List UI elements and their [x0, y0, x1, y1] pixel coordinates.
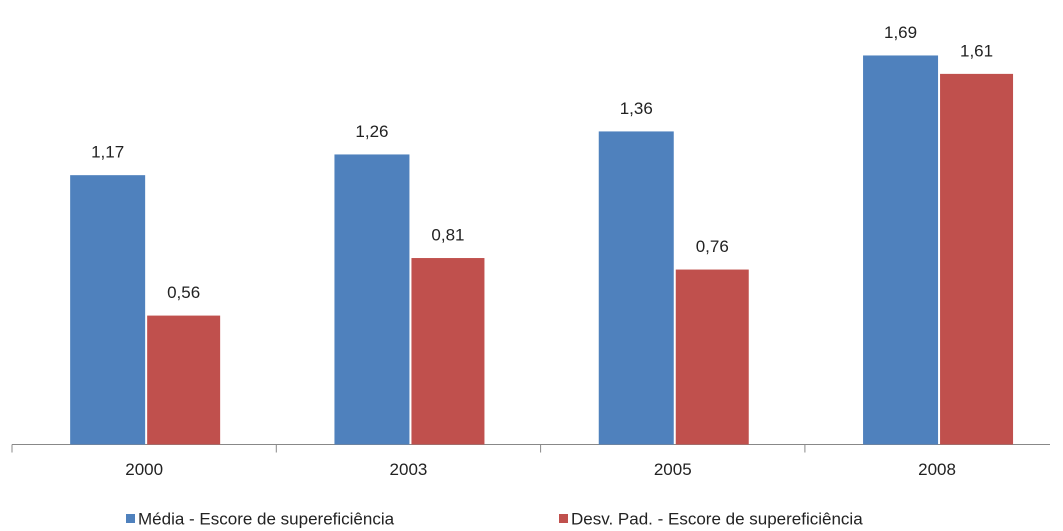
x-tick-label: 2000 [125, 460, 163, 479]
x-tick-label: 2008 [918, 460, 956, 479]
data-label: 0,56 [167, 283, 200, 302]
data-label: 1,61 [960, 41, 993, 60]
bar [598, 131, 674, 445]
data-label: 1,36 [620, 99, 653, 118]
data-label: 1,69 [884, 23, 917, 42]
data-label: 0,76 [696, 237, 729, 256]
legend-swatch [559, 514, 568, 523]
bar [334, 154, 410, 445]
bar [940, 73, 1014, 445]
bar [675, 269, 749, 445]
x-tick-label: 2005 [654, 460, 692, 479]
legend-swatch [126, 514, 135, 523]
bar [411, 258, 485, 445]
bar [70, 175, 146, 445]
data-label: 1,17 [91, 143, 124, 162]
bar [147, 315, 221, 445]
data-label: 0,81 [431, 226, 464, 245]
legend-label: Média - Escore de supereficiência [138, 509, 395, 528]
bar [863, 55, 939, 445]
legend-label: Desv. Pad. - Escore de supereficiência [571, 509, 863, 528]
data-label: 1,26 [355, 122, 388, 141]
x-tick-label: 2003 [390, 460, 428, 479]
